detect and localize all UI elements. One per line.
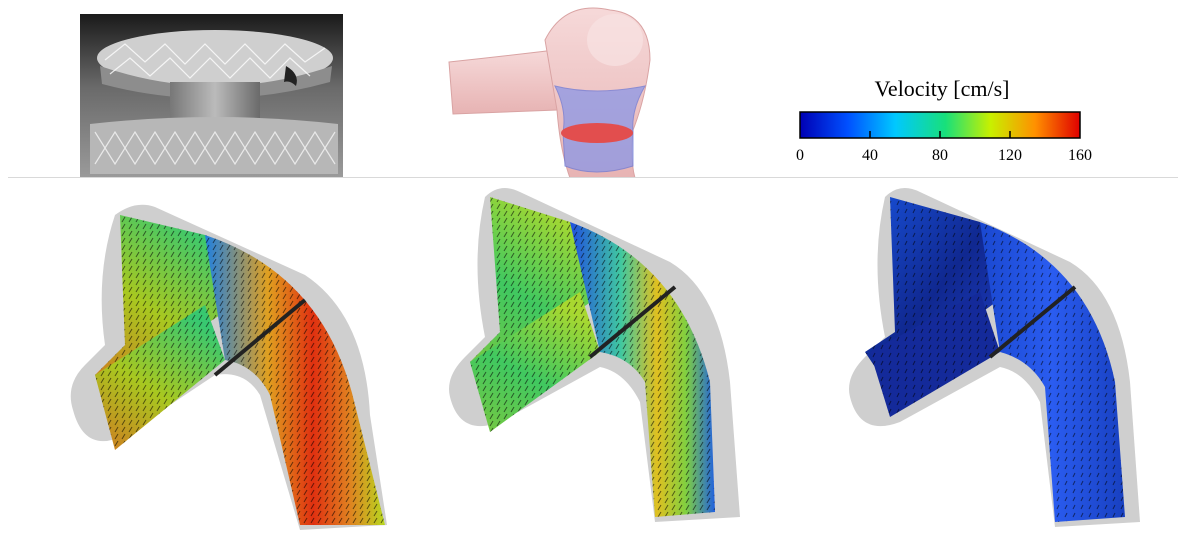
flow-field-high — [65, 195, 400, 533]
row-divider — [8, 177, 1178, 178]
flow-field-low — [840, 182, 1165, 532]
colorbar-tick-label: 120 — [998, 147, 1022, 164]
aorta-geometry-model — [445, 0, 705, 178]
colorbar-tick-label: 0 — [796, 147, 804, 164]
colorbar-ticks: 0 40 80 120 160 — [796, 131, 1092, 164]
colorbar-tick-label: 160 — [1068, 147, 1092, 164]
flow-field-medium — [440, 182, 765, 527]
velocity-colorbar: Velocity [cm/s] 0 40 80 120 160 — [785, 66, 1100, 178]
colorbar-title: Velocity [cm/s] — [874, 76, 1009, 101]
stent-photo — [80, 14, 343, 177]
colorbar-tick-label: 40 — [862, 147, 878, 164]
colorbar-tick-label: 80 — [932, 147, 948, 164]
